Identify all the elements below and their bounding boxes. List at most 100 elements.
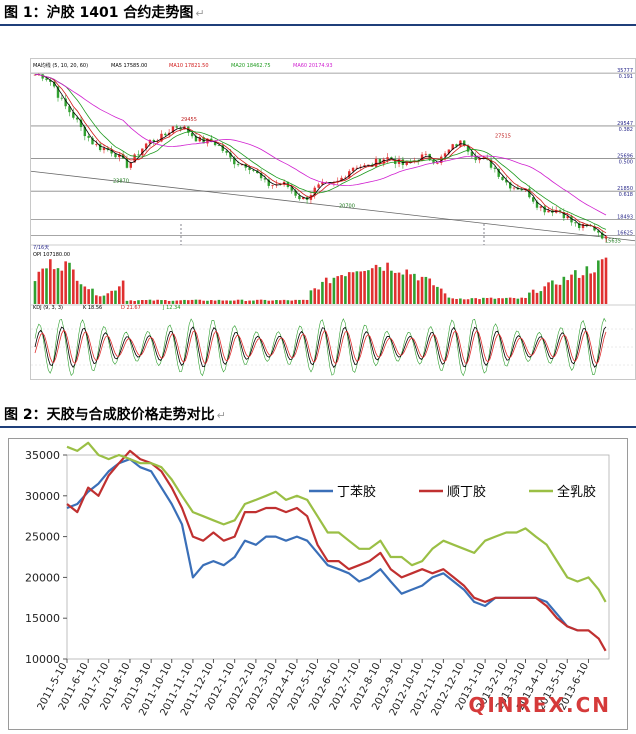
kdj-j-line (34, 317, 607, 377)
candle-body (175, 126, 178, 128)
candle-body (604, 236, 608, 239)
oi-bar (370, 268, 374, 304)
candle-body (129, 162, 133, 168)
candle-body (508, 182, 512, 189)
oi-bar (478, 299, 481, 304)
candle-body (125, 158, 129, 168)
candle-body (317, 184, 320, 188)
oi-bar (439, 288, 443, 304)
candle-body (152, 140, 155, 142)
oi-bar (252, 300, 255, 304)
ma5-line (34, 74, 607, 237)
candle-body (206, 138, 209, 144)
candle-body (282, 181, 286, 185)
oi-bar (79, 284, 83, 304)
oi-bar (604, 257, 608, 304)
candle-body (562, 212, 566, 219)
oi-bar (531, 289, 535, 304)
oi-bar (106, 293, 110, 304)
oi-bar (543, 286, 546, 304)
candle-body (198, 137, 201, 142)
oi-bar (324, 277, 328, 304)
d-label: D 21.67 (121, 305, 141, 311)
y-tick-label: 10000 (25, 653, 60, 666)
candle-body (589, 225, 592, 227)
candle-body (420, 154, 424, 161)
y-tick-label: 30000 (25, 490, 60, 503)
oi-bar (49, 259, 52, 304)
kdj-d-line (34, 329, 607, 365)
oi-bar (416, 280, 420, 304)
candle-body (547, 210, 550, 213)
oi-bar (213, 300, 217, 304)
oi-bar (68, 262, 71, 304)
oi-bar (52, 269, 56, 304)
series-line-1 (66, 458, 578, 632)
oi-bar (217, 299, 221, 304)
indicator-label: MA均线 (5, 10, 20, 60) (33, 62, 88, 69)
candle-body (302, 197, 305, 200)
candle-body (566, 216, 569, 219)
oi-bar (37, 271, 41, 304)
oi-bar (462, 299, 466, 304)
candle-body (298, 195, 301, 200)
candle-body (340, 177, 343, 181)
oi-bar (271, 300, 274, 304)
candle-body (558, 210, 562, 213)
candle-body (171, 126, 175, 133)
oi-bar (209, 300, 213, 304)
price-annotation: 23870 (113, 178, 129, 184)
fib-price: 25696 (617, 154, 633, 160)
legend-label: 全乳胶 (557, 484, 596, 500)
oi-bar (137, 300, 140, 304)
oi-bar (125, 300, 129, 304)
oi-bar (171, 300, 175, 304)
oi-bar (405, 269, 409, 304)
candle-body (267, 179, 270, 186)
candle-body (474, 156, 477, 161)
candle-body (194, 136, 198, 142)
oi-bar (179, 300, 182, 304)
oi-bar (378, 267, 382, 304)
candle-body (470, 151, 474, 157)
oi-bar (202, 300, 205, 304)
candle-body (600, 232, 604, 239)
oi-bar (432, 285, 435, 304)
oi-bar (409, 274, 412, 304)
oi-bar (72, 269, 75, 304)
oi-bar (336, 276, 340, 304)
oi-bar (581, 275, 585, 304)
date-label: 7/16天 (33, 245, 49, 251)
candle-body (236, 164, 240, 166)
oi-bar (505, 297, 508, 304)
candle-body (190, 132, 194, 137)
oi-bar (539, 291, 543, 304)
candle-body (60, 97, 64, 99)
candle-body (321, 182, 324, 185)
oi-bar (41, 268, 44, 304)
oi-label: OPI 107180.00 (33, 252, 70, 258)
oi-bar (278, 300, 282, 304)
oi-bar (386, 262, 389, 304)
candle-body (401, 159, 405, 165)
candle-body (83, 127, 87, 137)
candle-body (466, 145, 470, 152)
oi-bar (294, 299, 297, 304)
y-tick-label: 35000 (25, 449, 60, 462)
candle-body (179, 127, 182, 130)
oi-bar (175, 300, 179, 304)
oi-bar (102, 295, 106, 304)
candle-body (233, 157, 236, 165)
oi-bar (313, 288, 317, 304)
candle-body (290, 187, 293, 191)
oi-bar (298, 299, 301, 304)
y-tick-label: 20000 (25, 571, 60, 584)
oi-bar (263, 299, 267, 304)
candle-body (367, 164, 370, 166)
oi-bar (451, 298, 455, 304)
candle-body (455, 144, 458, 147)
candle-body (75, 117, 79, 120)
oi-bar (98, 296, 102, 304)
oi-bar (148, 299, 152, 304)
candle-body (213, 142, 217, 146)
